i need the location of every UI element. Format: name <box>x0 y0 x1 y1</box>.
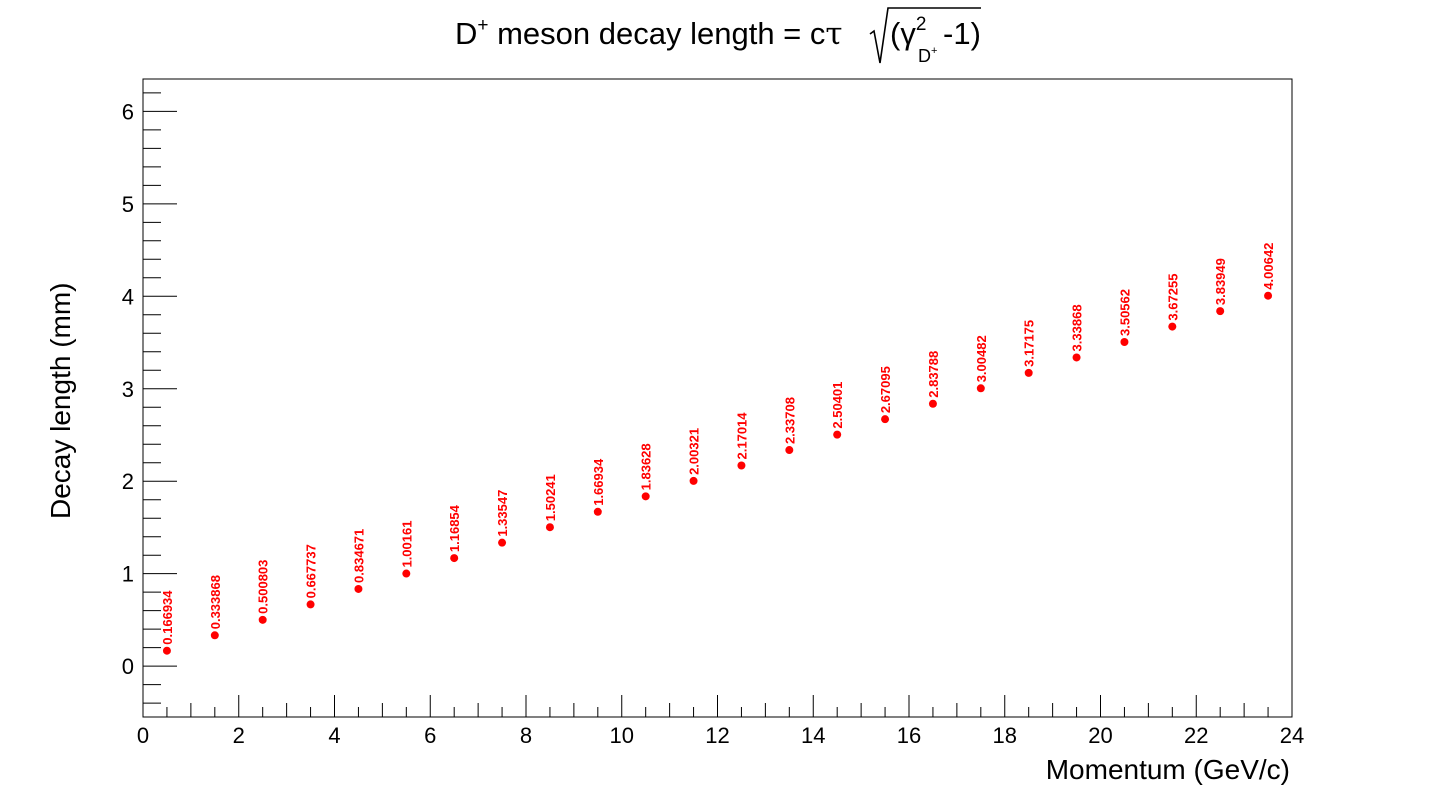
data-label: 2.33708 <box>782 397 797 444</box>
y-tick-label: 5 <box>122 192 134 217</box>
data-label: 3.67255 <box>1165 274 1180 321</box>
data-label: 1.66934 <box>591 458 606 506</box>
svg-text:D+: D+ <box>918 45 937 66</box>
data-label: 0.500803 <box>256 560 271 614</box>
title-prefix: D <box>455 16 477 51</box>
title-gamma-sub: D <box>918 46 931 66</box>
data-label: 3.17175 <box>1022 320 1037 367</box>
data-label: 0.166934 <box>160 590 175 645</box>
x-tick-label: 22 <box>1184 723 1208 748</box>
y-axis: 0 1 2 3 4 5 6 <box>122 92 177 704</box>
x-tick-label: 10 <box>610 723 634 748</box>
title-suffix: -1) <box>943 16 981 51</box>
title-gamma-sub-sup: + <box>931 45 937 57</box>
x-tick-label: 4 <box>328 723 340 748</box>
data-point <box>785 446 794 455</box>
y-tick-label: 6 <box>122 99 134 124</box>
y-tick-label: 1 <box>122 562 134 587</box>
data-point <box>833 430 842 439</box>
data-label: 2.83788 <box>926 351 941 398</box>
data-point <box>976 384 985 393</box>
data-point <box>306 600 315 609</box>
x-tick-label: 0 <box>137 723 149 748</box>
data-label: 3.00482 <box>974 335 989 382</box>
x-tick-label: 18 <box>993 723 1017 748</box>
data-point <box>545 523 554 532</box>
data-label: 2.67095 <box>878 366 893 413</box>
svg-text:-1): -1) <box>943 16 981 51</box>
data-point <box>1216 307 1225 316</box>
data-point <box>881 415 890 424</box>
data-point <box>593 507 602 516</box>
data-point <box>1168 322 1177 331</box>
data-label: 1.00161 <box>399 521 414 568</box>
data-point <box>1024 368 1033 377</box>
data-label: 0.667737 <box>304 544 319 598</box>
data-point <box>162 646 171 655</box>
title-prefix-sup: + <box>477 15 488 36</box>
title-tau: τ <box>825 16 842 52</box>
data-label: 2.50401 <box>830 382 845 429</box>
data-point <box>354 584 363 593</box>
svg-text:D+ meson decay length = cτ: D+ meson decay length = cτ <box>455 15 843 52</box>
y-axis-label: Decay length (mm) <box>45 282 76 519</box>
x-axis-label: Momentum (GeV/c) <box>1046 754 1290 785</box>
data-label: 1.16854 <box>447 504 462 552</box>
x-tick-label: 8 <box>520 723 532 748</box>
x-tick-label: 24 <box>1280 723 1304 748</box>
data-label: 2.00321 <box>687 428 702 475</box>
data-label: 3.50562 <box>1117 289 1132 336</box>
data-point <box>1120 338 1129 347</box>
y-tick-label: 3 <box>122 377 134 402</box>
data-label: 2.17014 <box>734 412 749 460</box>
title-middle: meson decay length = c <box>489 16 826 51</box>
y-tick-label: 0 <box>122 654 134 679</box>
data-point <box>1072 353 1081 362</box>
chart-title: D+ meson decay length = cτ (γ2 D+ -1) <box>455 7 981 66</box>
x-tick-label: 14 <box>801 723 825 748</box>
data-label: 0.333868 <box>208 575 223 629</box>
data-point <box>402 569 411 578</box>
data-label: 3.83949 <box>1213 258 1228 305</box>
plot-frame <box>142 78 1293 718</box>
x-axis: 0 2 4 6 8 10 12 14 16 18 20 22 24 <box>137 695 1304 748</box>
data-label: 4.00642 <box>1261 243 1276 290</box>
y-tick-label: 2 <box>122 469 134 494</box>
data-label: 3.33868 <box>1070 304 1085 351</box>
data-point <box>928 399 937 408</box>
data-point <box>641 492 650 501</box>
data-label: 1.50241 <box>543 474 558 521</box>
title-gamma: (γ <box>890 16 916 51</box>
data-point <box>450 554 459 563</box>
x-tick-label: 2 <box>233 723 245 748</box>
data-point <box>1264 291 1273 300</box>
data-label: 0.834671 <box>351 529 366 583</box>
sqrt-sign <box>869 7 981 64</box>
x-tick-label: 6 <box>424 723 436 748</box>
x-tick-label: 20 <box>1088 723 1112 748</box>
data-point <box>258 615 267 624</box>
data-point <box>210 631 219 640</box>
x-tick-label: 12 <box>705 723 729 748</box>
x-tick-label: 16 <box>897 723 921 748</box>
title-gamma-sup: 2 <box>916 14 927 35</box>
svg-text:(γ2: (γ2 <box>890 14 926 51</box>
y-tick-label: 4 <box>122 284 134 309</box>
data-label: 1.83628 <box>639 443 654 490</box>
data-point <box>737 461 746 470</box>
data-point <box>689 476 698 485</box>
data-label: 1.33547 <box>495 490 510 537</box>
data-points: 0.166934 0.333868 0.500803 0.667737 0.834671… <box>160 243 1276 655</box>
data-point <box>498 538 507 547</box>
